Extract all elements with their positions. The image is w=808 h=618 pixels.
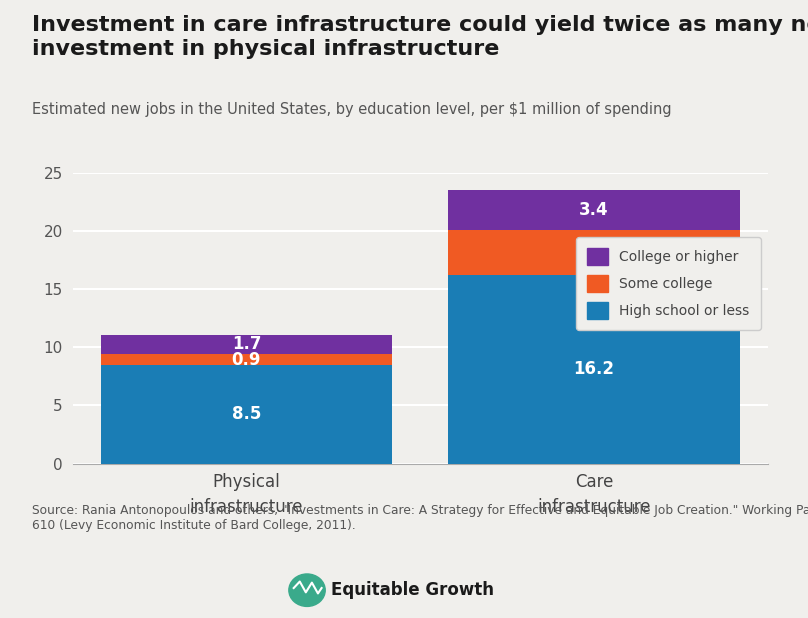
Text: Source: Rania Antonopoulos and others, "Investments in Care: A Strategy for Effe: Source: Rania Antonopoulos and others, "… <box>32 504 808 531</box>
Bar <box>448 190 740 230</box>
Text: 3.9: 3.9 <box>579 243 608 261</box>
Text: Investment in care infrastructure could yield twice as many new jobs as
investme: Investment in care infrastructure could … <box>32 15 808 59</box>
Bar <box>448 230 740 275</box>
Text: Equitable Growth: Equitable Growth <box>331 581 494 599</box>
Text: 3.4: 3.4 <box>579 201 608 219</box>
Text: 0.9: 0.9 <box>232 350 261 368</box>
Text: 16.2: 16.2 <box>574 360 614 378</box>
Legend: College or higher, Some college, High school or less: College or higher, Some college, High sc… <box>576 237 760 329</box>
Bar <box>100 334 393 354</box>
Text: Estimated new jobs in the United States, by education level, per $1 million of s: Estimated new jobs in the United States,… <box>32 102 672 117</box>
Bar <box>448 275 740 464</box>
Bar <box>100 365 393 464</box>
Text: 1.7: 1.7 <box>232 336 261 353</box>
Bar <box>100 354 393 365</box>
Circle shape <box>288 574 325 606</box>
Text: 8.5: 8.5 <box>232 405 261 423</box>
